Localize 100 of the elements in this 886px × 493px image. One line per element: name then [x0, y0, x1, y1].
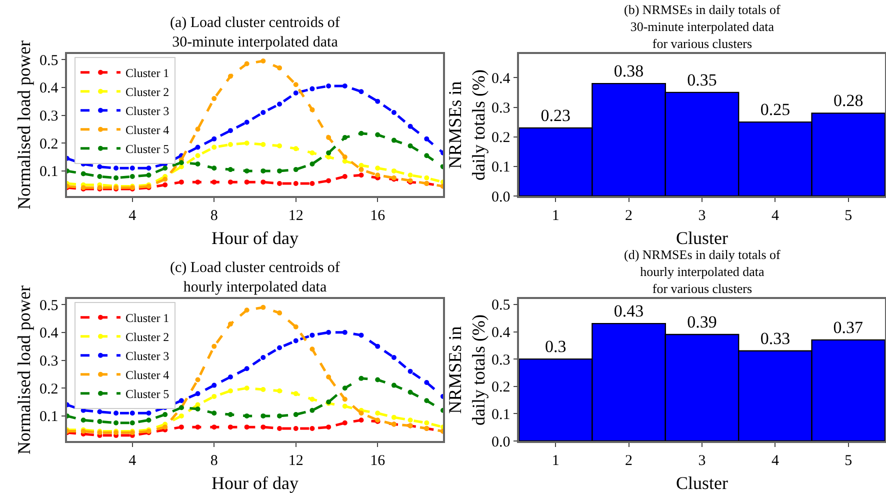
point: [195, 180, 200, 185]
x-tick-label: 16: [370, 452, 386, 469]
legend-label: Cluster 5: [126, 387, 170, 402]
chart-title: (b) NRMSEs in daily totals of 30-minute interpolated data for various clusters: [624, 2, 782, 51]
point: [228, 142, 233, 147]
data-label: 0.28: [834, 91, 864, 110]
point: [375, 98, 380, 104]
point: [342, 174, 348, 180]
point: [130, 174, 135, 180]
point: [146, 172, 152, 178]
point: [408, 172, 413, 178]
point: [162, 412, 168, 418]
point: [228, 180, 233, 185]
y-tick-label: 0.3: [492, 100, 510, 116]
point: [310, 161, 315, 166]
x-tick-label: 4: [771, 452, 780, 469]
y-axis-title: Normalised load power: [14, 286, 34, 454]
point: [244, 140, 250, 146]
point: [277, 168, 282, 174]
point: [130, 420, 135, 426]
point: [326, 374, 332, 380]
x-tick-label: 4: [128, 452, 137, 469]
point: [195, 144, 200, 150]
point: [375, 410, 380, 416]
x-tick-label: 3: [698, 452, 706, 469]
point: [293, 412, 298, 418]
point: [391, 354, 396, 360]
legend-label: Cluster 3: [126, 349, 170, 364]
point: [114, 420, 119, 426]
point: [408, 368, 413, 374]
point: [212, 382, 217, 388]
point: [130, 166, 135, 171]
point: [244, 168, 250, 174]
point: [293, 90, 298, 96]
y-tick-label: 0.2: [40, 136, 58, 152]
point: [326, 154, 332, 160]
point: [277, 65, 282, 70]
point: [244, 366, 250, 372]
point: [162, 176, 168, 182]
data-label: 0.38: [614, 62, 644, 81]
line-series: [67, 84, 443, 171]
point: [326, 84, 332, 89]
point: [195, 424, 200, 430]
y-tick-label: 0.5: [40, 52, 58, 69]
point: [178, 160, 184, 166]
point: [375, 377, 380, 382]
point: [212, 96, 217, 102]
point: [195, 161, 200, 166]
point: [195, 391, 200, 396]
point: [178, 164, 184, 170]
x-tick-label: 1: [552, 208, 560, 224]
point: [342, 396, 348, 402]
point: [342, 330, 348, 335]
x-tick-label: 3: [698, 208, 706, 224]
y-tick-label: 0.1: [492, 160, 510, 176]
point: [260, 142, 266, 147]
point: [424, 420, 430, 426]
point: [310, 180, 315, 186]
point: [310, 150, 315, 156]
point: [326, 330, 332, 335]
point: [293, 426, 298, 431]
point: [342, 386, 348, 391]
point: [178, 413, 184, 418]
point: [260, 168, 266, 174]
point: [212, 424, 217, 430]
point: [146, 166, 152, 171]
point: [277, 310, 282, 316]
legend-label: Cluster 1: [126, 311, 170, 326]
point: [260, 110, 266, 115]
point: [97, 164, 102, 170]
legend-label: Cluster 1: [126, 66, 170, 80]
point: [358, 332, 364, 338]
point: [391, 138, 396, 143]
point: [146, 410, 152, 416]
point: [277, 413, 282, 418]
x-tick-label: 5: [844, 452, 852, 469]
point: [310, 86, 315, 92]
point: [375, 344, 380, 349]
x-axis-title: Cluster: [676, 473, 728, 493]
point: [212, 344, 217, 349]
point: [326, 135, 332, 140]
point: [342, 404, 348, 409]
data-label: 0.43: [614, 302, 644, 321]
point: [244, 386, 250, 391]
x-tick-label: 12: [288, 452, 304, 469]
point: [130, 410, 135, 416]
y-tick-label: 0.1: [492, 406, 510, 423]
point: [212, 144, 217, 150]
point: [178, 424, 184, 430]
point: [342, 135, 348, 140]
point: [424, 153, 430, 158]
point: [358, 410, 364, 416]
point: [212, 166, 217, 171]
point: [228, 322, 233, 327]
point: [228, 374, 233, 380]
y-tick-label: 0.0: [492, 189, 510, 206]
y-tick-label: 0.2: [40, 381, 58, 398]
point: [293, 324, 298, 330]
point: [342, 84, 348, 89]
point: [424, 136, 430, 142]
